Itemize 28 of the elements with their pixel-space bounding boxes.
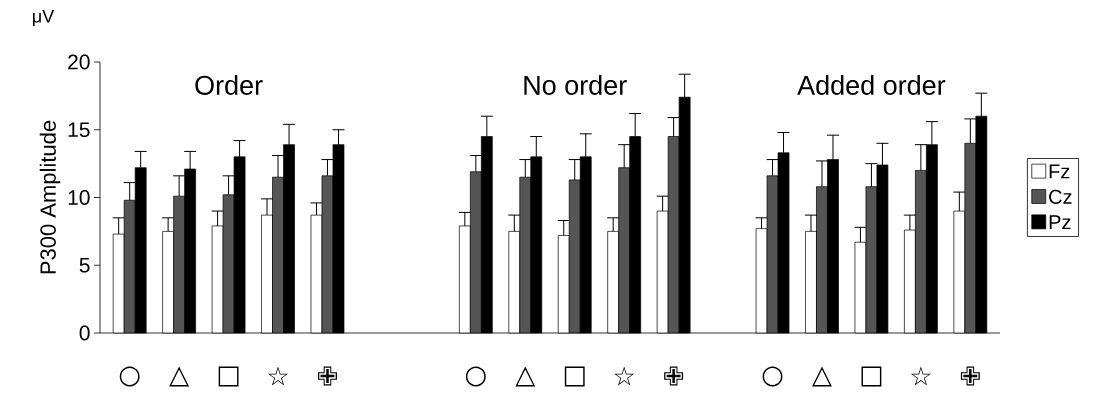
y-axis-title: P300 Amplitude xyxy=(39,120,61,274)
annotation: Added order xyxy=(797,75,946,95)
x-tick-label: ☆ xyxy=(268,366,288,386)
x-tick-label: △ xyxy=(812,366,832,387)
x-tick-label: □ xyxy=(564,366,585,387)
y-tick-label: 15 xyxy=(68,122,90,138)
x-tick-label: □ xyxy=(861,366,882,387)
x-tick-label: ☆ xyxy=(910,366,931,386)
text: μV xyxy=(33,10,55,26)
x-tick-label: ○ xyxy=(465,366,486,387)
y-tick-label: 10 xyxy=(68,190,90,205)
y-tick-label: 20 xyxy=(68,54,90,70)
legend-label: Cz xyxy=(1049,189,1072,204)
y-tick-label: 0 xyxy=(79,325,90,341)
x-tick-label: ○ xyxy=(119,366,140,387)
x-tick-label: ✙ xyxy=(664,366,684,386)
legend-label: Fz xyxy=(1049,164,1070,179)
x-tick-label: ☆ xyxy=(614,366,635,386)
legend-label: Pz xyxy=(1049,215,1071,229)
x-tick-label: △ xyxy=(169,366,190,387)
annotation: No order xyxy=(524,75,627,95)
x-tick-label: ○ xyxy=(762,366,783,387)
annotation: Order xyxy=(195,75,263,95)
x-tick-label: ✙ xyxy=(960,366,980,386)
x-tick-label: △ xyxy=(515,366,536,387)
x-tick-label: □ xyxy=(218,366,239,387)
y-tick-label: 5 xyxy=(79,257,90,273)
x-tick-label: ✙ xyxy=(318,366,337,386)
